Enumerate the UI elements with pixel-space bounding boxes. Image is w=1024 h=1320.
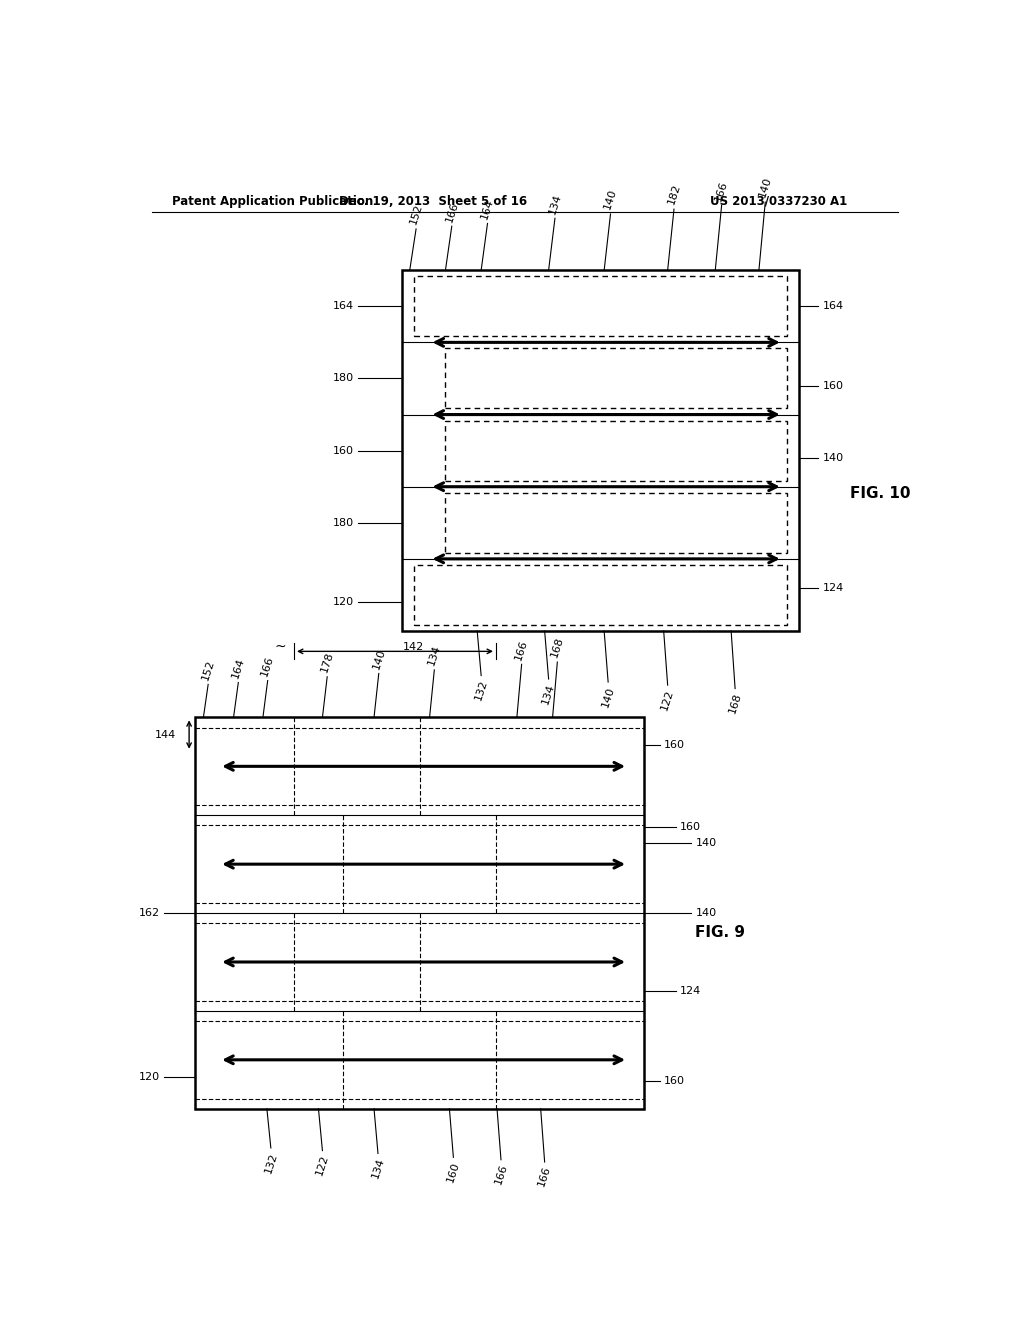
Text: 160: 160 xyxy=(664,739,685,750)
Bar xyxy=(445,348,786,408)
Text: 166: 166 xyxy=(443,201,460,223)
Text: 140: 140 xyxy=(757,176,773,199)
Text: 160: 160 xyxy=(333,446,354,455)
Text: 140: 140 xyxy=(822,453,844,463)
Text: 124: 124 xyxy=(680,986,700,997)
Bar xyxy=(414,565,786,624)
Text: 160: 160 xyxy=(680,822,700,832)
Text: 152: 152 xyxy=(200,659,216,681)
Text: 140: 140 xyxy=(695,908,717,919)
Bar xyxy=(401,271,799,631)
Text: 120: 120 xyxy=(333,597,354,607)
Bar xyxy=(196,718,644,1109)
Text: US 2013/0337230 A1: US 2013/0337230 A1 xyxy=(710,194,848,207)
Text: 166: 166 xyxy=(537,1166,553,1188)
Text: 122: 122 xyxy=(314,1154,331,1177)
Text: 152: 152 xyxy=(408,203,424,226)
Text: ~: ~ xyxy=(274,639,286,653)
Text: FIG. 10: FIG. 10 xyxy=(850,486,910,502)
Text: 134: 134 xyxy=(426,644,442,667)
Text: 140: 140 xyxy=(600,685,616,709)
Text: 178: 178 xyxy=(319,651,335,673)
Text: 160: 160 xyxy=(445,1160,462,1184)
Text: 120: 120 xyxy=(138,1072,160,1082)
Text: 166: 166 xyxy=(714,180,730,202)
Text: 132: 132 xyxy=(473,678,489,702)
Text: 166: 166 xyxy=(514,638,529,661)
Bar xyxy=(445,492,786,553)
Text: 168: 168 xyxy=(549,636,565,659)
Text: 140: 140 xyxy=(371,647,387,671)
Text: 164: 164 xyxy=(333,301,354,312)
Text: FIG. 9: FIG. 9 xyxy=(695,925,745,940)
Text: 160: 160 xyxy=(664,1076,685,1086)
Text: 162: 162 xyxy=(138,908,160,919)
Text: 180: 180 xyxy=(333,517,354,528)
Bar xyxy=(445,421,786,480)
Text: 164: 164 xyxy=(230,656,247,680)
Text: 134: 134 xyxy=(541,682,557,705)
Bar xyxy=(414,276,786,337)
Text: 142: 142 xyxy=(402,643,424,652)
Text: 166: 166 xyxy=(493,1163,509,1185)
Text: 164: 164 xyxy=(479,197,496,220)
Text: 160: 160 xyxy=(822,380,844,391)
Text: 140: 140 xyxy=(695,838,717,847)
Text: 122: 122 xyxy=(659,688,676,711)
Text: 134: 134 xyxy=(370,1156,386,1180)
Text: 140: 140 xyxy=(602,187,618,211)
Text: 168: 168 xyxy=(727,692,743,715)
Text: 182: 182 xyxy=(666,182,682,206)
Text: 180: 180 xyxy=(333,374,354,383)
Text: 164: 164 xyxy=(822,301,844,312)
Text: 124: 124 xyxy=(822,582,844,593)
Text: 132: 132 xyxy=(263,1151,279,1175)
Text: 166: 166 xyxy=(260,655,275,677)
Text: Patent Application Publication: Patent Application Publication xyxy=(172,194,373,207)
Text: 144: 144 xyxy=(155,730,176,739)
Text: Dec. 19, 2013  Sheet 5 of 16: Dec. 19, 2013 Sheet 5 of 16 xyxy=(340,194,527,207)
Text: 134: 134 xyxy=(547,191,563,215)
